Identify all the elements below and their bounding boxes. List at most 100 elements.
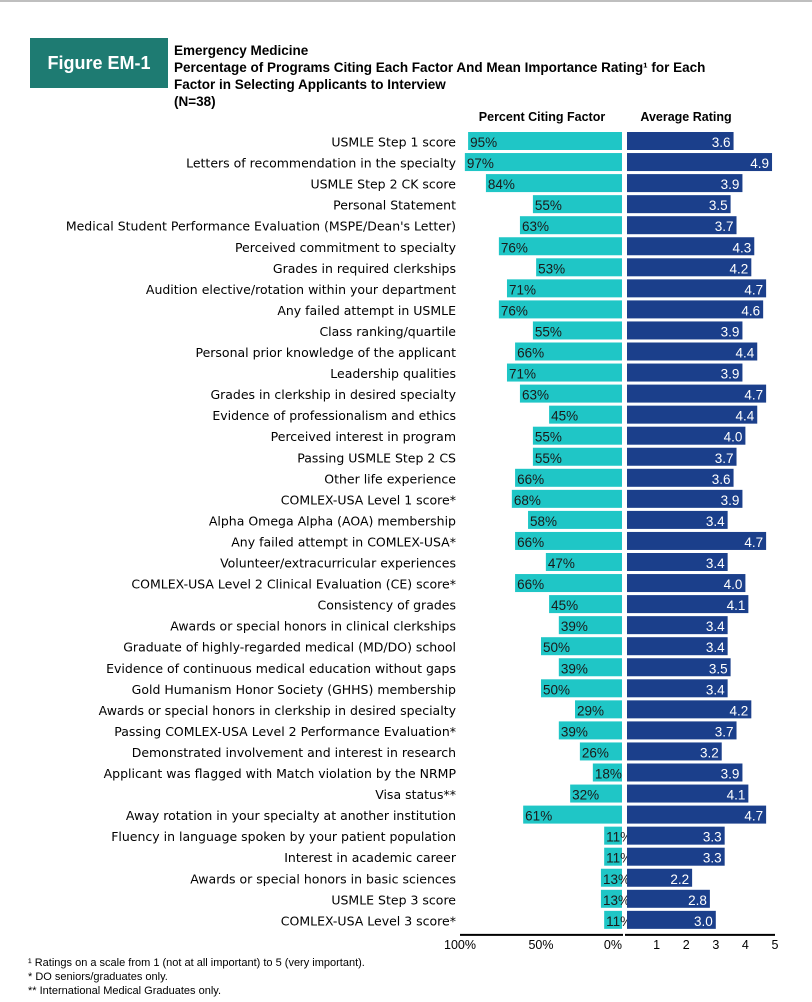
rating-bar [627,658,731,677]
percent-bar [575,700,622,719]
rating-bar [627,195,731,214]
category-label: USMLE Step 2 CK score [310,177,456,192]
rating-bar [627,342,758,361]
rating-value-label: 3.9 [721,177,740,192]
percent-bar [523,805,622,824]
rating-value-label: 4.2 [730,703,749,718]
rating-value-label: 3.7 [715,451,734,466]
percent-value-label: 55% [535,324,562,339]
rating-value-label: 3.3 [703,830,722,845]
rating-axis-tick-label: 4 [742,938,749,952]
category-label: Alpha Omega Alpha (AOA) membership [209,513,456,528]
percent-value-label: 11% [606,914,632,929]
percent-bar [558,721,622,740]
category-label: Applicant was flagged with Match violati… [104,766,457,781]
percent-axis-tick-label: 50% [528,938,553,952]
category-label: Personal prior knowledge of the applican… [196,345,457,360]
percent-value-label: 66% [517,535,544,550]
rating-value-label: 3.2 [700,745,719,760]
percent-value-label: 84% [488,177,515,192]
rating-bar [627,574,746,593]
rating-value-label: 3.4 [706,682,725,697]
category-label: Gold Humanism Honor Society (GHHS) membe… [132,682,456,697]
rating-bar [627,384,767,403]
rating-bar [627,132,734,150]
category-label: Volunteer/extracurricular experiences [220,556,456,571]
rating-bar [627,679,728,698]
percent-bar [519,384,622,403]
category-label: Personal Statement [333,198,456,213]
rating-bar [627,595,749,614]
rating-bar [627,553,728,571]
percent-value-label: 61% [525,809,552,824]
category-label: COMLEX-USA Level 3 score* [281,913,456,928]
percent-bar [604,847,622,866]
category-label: Letters of recommendation in the special… [186,156,457,171]
top-rule [0,0,812,2]
percent-value-label: 55% [535,198,562,213]
footnote-rating-scale: ¹ Ratings on a scale from 1 (not at all … [28,957,365,969]
category-label: Other life experience [324,471,456,486]
percent-bar [549,405,622,424]
category-label: Fluency in language spoken by your patie… [111,829,456,844]
rating-bar [627,889,710,908]
figure-title-line-2: Percentage of Programs Citing Each Facto… [174,60,706,75]
category-label: COMLEX-USA Level 1 score* [281,492,456,507]
category-label: Class ranking/quartile [319,324,456,339]
category-label: Graduate of highly-regarded medical (MD/… [123,640,456,655]
rating-bar [627,763,743,782]
rating-value-label: 2.2 [670,872,689,887]
rating-bar [627,531,767,550]
rating-axis-tick-label: 2 [683,938,690,952]
rating-bar [627,468,734,487]
percent-value-label: 55% [535,430,562,445]
rating-value-label: 4.4 [735,409,754,424]
footnote-do-only: * DO seniors/graduates only. [28,971,168,983]
category-label: Perceived interest in program [271,429,456,444]
category-label: Awards or special honors in clinical cle… [170,619,456,634]
percent-bar [532,426,622,445]
footnotes: ¹ Ratings on a scale from 1 (not at all … [28,956,365,998]
category-label: Evidence of continuous medical education… [106,661,456,676]
category-label: USMLE Step 1 score [331,135,456,150]
rating-bar [627,489,743,508]
percent-value-label: 45% [551,409,578,424]
rating-value-label: 4.0 [724,430,743,445]
percent-bar [600,889,622,908]
rating-axis-tick-label: 3 [712,938,719,952]
percent-bar [541,679,622,698]
rating-bar [627,216,737,235]
percent-value-label: 68% [514,493,541,508]
category-label: Awards or special honors in clerkship in… [99,703,457,718]
percent-value-label: 13% [603,872,630,887]
rating-value-label: 4.7 [744,388,763,403]
rating-bar [627,868,693,887]
footnote-img-only: ** International Medical Graduates only. [28,985,222,997]
percent-bar [549,595,622,614]
percent-bar [604,826,622,845]
percent-value-label: 76% [501,240,528,255]
rating-bar [627,805,767,824]
percent-column-header: Percent Citing Factor [478,110,606,124]
rating-bar [627,510,728,529]
percent-bar [558,658,622,677]
rating-value-label: 4.2 [730,261,749,276]
percent-bar [506,279,622,298]
category-label: Leadership qualities [330,366,456,381]
percent-bar [532,321,622,340]
figure-label: Figure EM-1 [30,38,168,88]
rating-value-label: 3.4 [706,514,725,529]
rating-axis-tick-label: 5 [772,938,779,952]
rating-value-label: 3.0 [694,914,713,929]
category-label: Perceived commitment to specialty [235,240,457,255]
percent-bar [519,216,622,235]
figure-title-line-3: Factor in Selecting Applicants to Interv… [174,77,446,92]
rating-bar [627,826,725,845]
percent-bar [600,868,622,887]
rating-value-label: 3.6 [712,472,731,487]
category-label: Away rotation in your specialty at anoth… [126,808,456,823]
percent-axis-tick-label: 0% [604,938,622,952]
category-label: Awards or special honors in basic scienc… [190,871,456,886]
rating-value-label: 4.4 [735,346,754,361]
category-label: Consistency of grades [318,598,456,613]
